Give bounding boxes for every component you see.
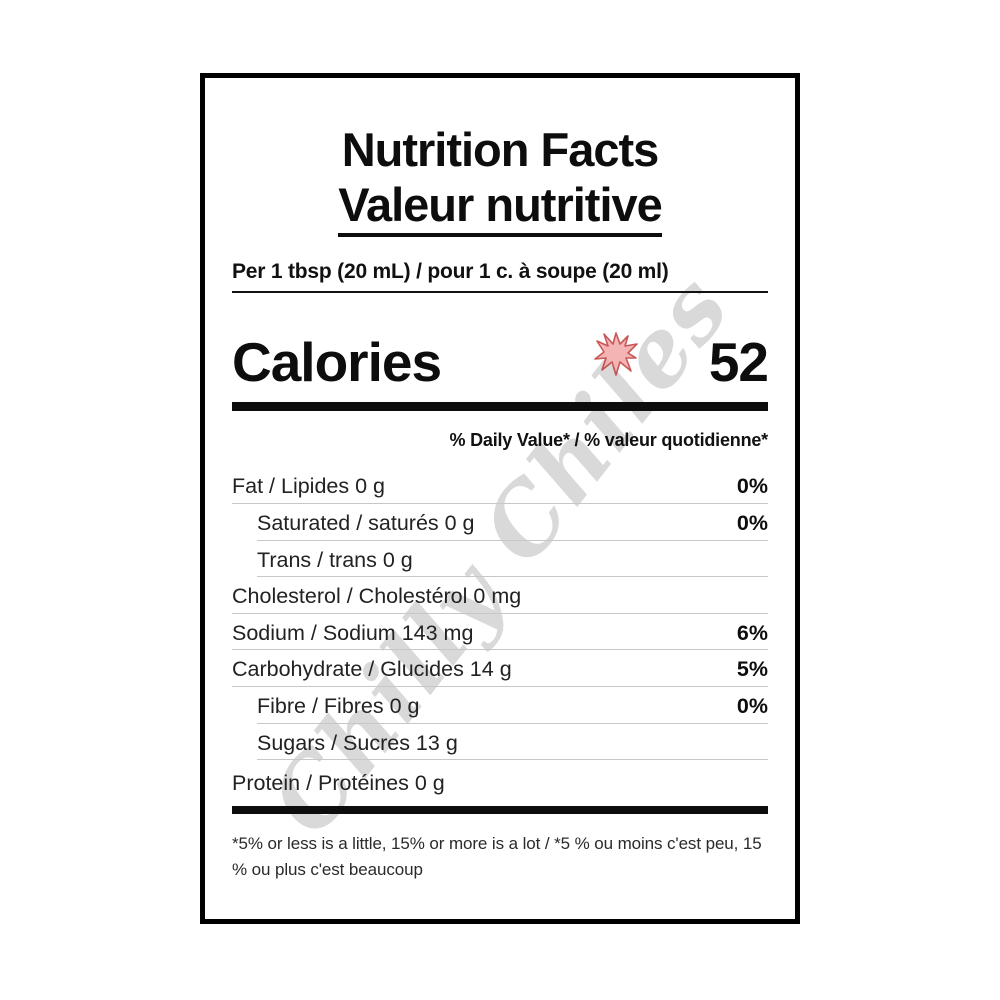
nutrient-label: Saturated / saturés 0 g	[257, 510, 475, 535]
calories-divider-bar	[232, 402, 768, 412]
nutrient-label: Sugars / Sucres 13 g	[257, 730, 458, 755]
nutrient-label: Cholesterol / Cholestérol 0 mg	[232, 584, 522, 609]
serving-size: Per 1 tbsp (20 mL) / pour 1 c. à soupe (…	[232, 260, 768, 294]
row-trans: Trans / trans 0 g	[257, 547, 768, 578]
nutrient-label: Fat / Lipides 0 g	[232, 474, 385, 499]
nutrient-label: Fibre / Fibres 0 g	[257, 694, 420, 719]
row-fibre: Fibre / Fibres 0 g 0%	[257, 694, 768, 724]
nutrient-percent: 0%	[736, 474, 768, 499]
chili-splat-icon	[594, 332, 638, 376]
calories-value: 52	[708, 331, 769, 394]
daily-value-header: % Daily Value* / % valeur quotidienne*	[449, 430, 768, 451]
nutrient-percent: 0%	[736, 694, 768, 719]
title-french-wrap: Valeur nutritive	[232, 178, 768, 238]
calories-row: Calories 52	[232, 331, 769, 394]
nutrient-percent: 5%	[736, 657, 768, 682]
nutrient-label: Trans / trans 0 g	[257, 547, 413, 572]
footer-divider-bar	[232, 806, 768, 815]
row-cholesterol: Cholesterol / Cholestérol 0 mg	[232, 585, 768, 614]
title-english: Nutrition Facts	[341, 123, 660, 176]
row-carbohydrate: Carbohydrate / Glucides 14 g 5%	[232, 657, 768, 688]
row-saturated: Saturated / saturés 0 g 0%	[257, 510, 768, 541]
nutrition-facts-label: Nutrition Facts Valeur nutritive Per 1 t…	[200, 73, 800, 924]
row-protein: Protein / Protéines 0 g	[232, 772, 768, 802]
nutrient-label: Carbohydrate / Glucides 14 g	[232, 657, 512, 682]
title-french: Valeur nutritive	[338, 178, 663, 238]
nutrient-label: Protein / Protéines 0 g	[232, 771, 445, 796]
calories-label: Calories	[232, 331, 442, 394]
row-sodium: Sodium / Sodium 143 mg 6%	[232, 620, 768, 651]
row-sugars: Sugars / Sucres 13 g	[257, 730, 768, 761]
nutrient-label: Sodium / Sodium 143 mg	[232, 620, 474, 645]
nutrient-percent: 6%	[736, 620, 768, 645]
daily-value-footnote: *5% or less is a little, 15% or more is …	[232, 834, 762, 879]
nutrient-rows: Fat / Lipides 0 g 0% Saturated / saturés…	[232, 475, 768, 802]
row-fat: Fat / Lipides 0 g 0%	[232, 475, 768, 504]
nutrient-percent: 0%	[736, 510, 768, 535]
